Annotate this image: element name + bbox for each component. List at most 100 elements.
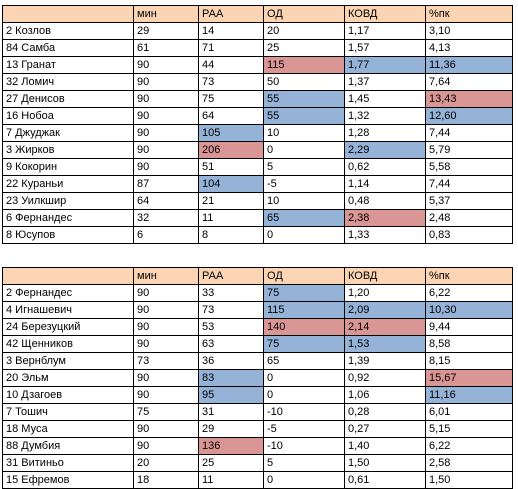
cell-player[interactable]: 8 Юсупов <box>2 226 134 244</box>
cell-pk[interactable]: 3,10 <box>425 22 513 40</box>
cell-player[interactable]: 2 Фернандес <box>2 284 134 302</box>
cell-minutes[interactable]: 73 <box>133 352 199 370</box>
cell-minutes[interactable]: 90 <box>133 107 199 125</box>
cell-kovd[interactable]: 1,37 <box>344 73 426 91</box>
cell-od[interactable]: 5 <box>263 454 345 472</box>
cell-kovd[interactable]: 0,62 <box>344 158 426 176</box>
cell-minutes[interactable]: 90 <box>133 386 199 404</box>
cell-player[interactable]: 88 Думбия <box>2 437 134 455</box>
cell-player[interactable]: 2 Козлов <box>2 22 134 40</box>
cell-raa[interactable]: 11 <box>198 209 264 227</box>
cell-od[interactable]: 65 <box>263 209 345 227</box>
cell-raa[interactable]: 21 <box>198 192 264 210</box>
cell-kovd[interactable]: 1,39 <box>344 352 426 370</box>
cell-player[interactable]: 32 Ломич <box>2 73 134 91</box>
cell-minutes[interactable]: 64 <box>133 192 199 210</box>
cell-minutes[interactable]: 90 <box>133 73 199 91</box>
cell-kovd[interactable]: 0,27 <box>344 420 426 438</box>
cell-kovd[interactable]: 1,33 <box>344 226 426 244</box>
cell-player[interactable]: 3 Вернблум <box>2 352 134 370</box>
cell-pk[interactable]: 5,79 <box>425 141 513 159</box>
cell-kovd[interactable]: 1,45 <box>344 90 426 108</box>
cell-raa[interactable]: 25 <box>198 454 264 472</box>
cell-player[interactable]: 16 Нобоа <box>2 107 134 125</box>
cell-od[interactable]: 0 <box>263 226 345 244</box>
cell-pk[interactable]: 4,13 <box>425 39 513 57</box>
cell-minutes[interactable]: 90 <box>133 318 199 336</box>
header-cell-od[interactable]: ОД <box>263 267 345 285</box>
header-cell-pk[interactable]: %пк <box>425 267 513 285</box>
cell-minutes[interactable]: 90 <box>133 124 199 142</box>
cell-od[interactable]: 115 <box>263 56 345 74</box>
cell-kovd[interactable]: 1,14 <box>344 175 426 193</box>
cell-player[interactable]: 18 Муса <box>2 420 134 438</box>
cell-raa[interactable]: 31 <box>198 403 264 421</box>
cell-raa[interactable]: 44 <box>198 56 264 74</box>
cell-minutes[interactable]: 6 <box>133 226 199 244</box>
cell-od[interactable]: 115 <box>263 301 345 319</box>
header-cell-raa[interactable]: РАА <box>198 5 264 23</box>
cell-raa[interactable]: 53 <box>198 318 264 336</box>
cell-raa[interactable]: 75 <box>198 90 264 108</box>
cell-pk[interactable]: 0,83 <box>425 226 513 244</box>
cell-player[interactable]: 13 Гранат <box>2 56 134 74</box>
cell-player[interactable]: 3 Жирков <box>2 141 134 159</box>
cell-minutes[interactable]: 90 <box>133 284 199 302</box>
cell-kovd[interactable]: 2,29 <box>344 141 426 159</box>
cell-pk[interactable]: 7,64 <box>425 73 513 91</box>
header-cell-raa[interactable]: РАА <box>198 267 264 285</box>
cell-raa[interactable]: 104 <box>198 175 264 193</box>
cell-minutes[interactable]: 90 <box>133 158 199 176</box>
cell-player[interactable]: 4 Игнашевич <box>2 301 134 319</box>
cell-player[interactable]: 84 Самба <box>2 39 134 57</box>
cell-raa[interactable]: 71 <box>198 39 264 57</box>
cell-minutes[interactable]: 90 <box>133 301 199 319</box>
cell-od[interactable]: 25 <box>263 39 345 57</box>
cell-minutes[interactable]: 20 <box>133 454 199 472</box>
cell-kovd[interactable]: 0,92 <box>344 369 426 387</box>
cell-raa[interactable]: 73 <box>198 301 264 319</box>
cell-raa[interactable]: 29 <box>198 420 264 438</box>
cell-pk[interactable]: 11,36 <box>425 56 513 74</box>
cell-od[interactable]: 55 <box>263 107 345 125</box>
cell-player[interactable]: 15 Ефремов <box>2 471 134 489</box>
cell-kovd[interactable]: 1,17 <box>344 22 426 40</box>
cell-raa[interactable]: 73 <box>198 73 264 91</box>
cell-raa[interactable]: 83 <box>198 369 264 387</box>
header-cell-player[interactable] <box>2 267 134 285</box>
cell-od[interactable]: -5 <box>263 175 345 193</box>
cell-player[interactable]: 9 Кокорин <box>2 158 134 176</box>
cell-kovd[interactable]: 1,32 <box>344 107 426 125</box>
cell-pk[interactable]: 7,44 <box>425 124 513 142</box>
header-cell-kovd[interactable]: КОВД <box>344 5 426 23</box>
cell-minutes[interactable]: 75 <box>133 403 199 421</box>
cell-minutes[interactable]: 90 <box>133 437 199 455</box>
cell-raa[interactable]: 64 <box>198 107 264 125</box>
cell-player[interactable]: 23 Уилкшир <box>2 192 134 210</box>
cell-od[interactable]: 140 <box>263 318 345 336</box>
cell-raa[interactable]: 33 <box>198 284 264 302</box>
cell-kovd[interactable]: 1,50 <box>344 454 426 472</box>
cell-pk[interactable]: 13,43 <box>425 90 513 108</box>
cell-od[interactable]: 0 <box>263 369 345 387</box>
cell-player[interactable]: 20 Эльм <box>2 369 134 387</box>
cell-player[interactable]: 27 Денисов <box>2 90 134 108</box>
cell-pk[interactable]: 2,48 <box>425 209 513 227</box>
cell-pk[interactable]: 5,37 <box>425 192 513 210</box>
cell-player[interactable]: 24 Березуцкий <box>2 318 134 336</box>
cell-minutes[interactable]: 90 <box>133 90 199 108</box>
cell-kovd[interactable]: 2,38 <box>344 209 426 227</box>
header-cell-pk[interactable]: %пк <box>425 5 513 23</box>
cell-kovd[interactable]: 1,57 <box>344 39 426 57</box>
cell-kovd[interactable]: 2,14 <box>344 318 426 336</box>
cell-kovd[interactable]: 1,53 <box>344 335 426 353</box>
cell-minutes[interactable]: 61 <box>133 39 199 57</box>
cell-minutes[interactable]: 90 <box>133 369 199 387</box>
cell-pk[interactable]: 7,44 <box>425 175 513 193</box>
cell-player[interactable]: 6 Фернандес <box>2 209 134 227</box>
cell-minutes[interactable]: 18 <box>133 471 199 489</box>
cell-pk[interactable]: 5,15 <box>425 420 513 438</box>
header-cell-minutes[interactable]: мин <box>133 267 199 285</box>
header-cell-minutes[interactable]: мин <box>133 5 199 23</box>
cell-kovd[interactable]: 1,28 <box>344 124 426 142</box>
